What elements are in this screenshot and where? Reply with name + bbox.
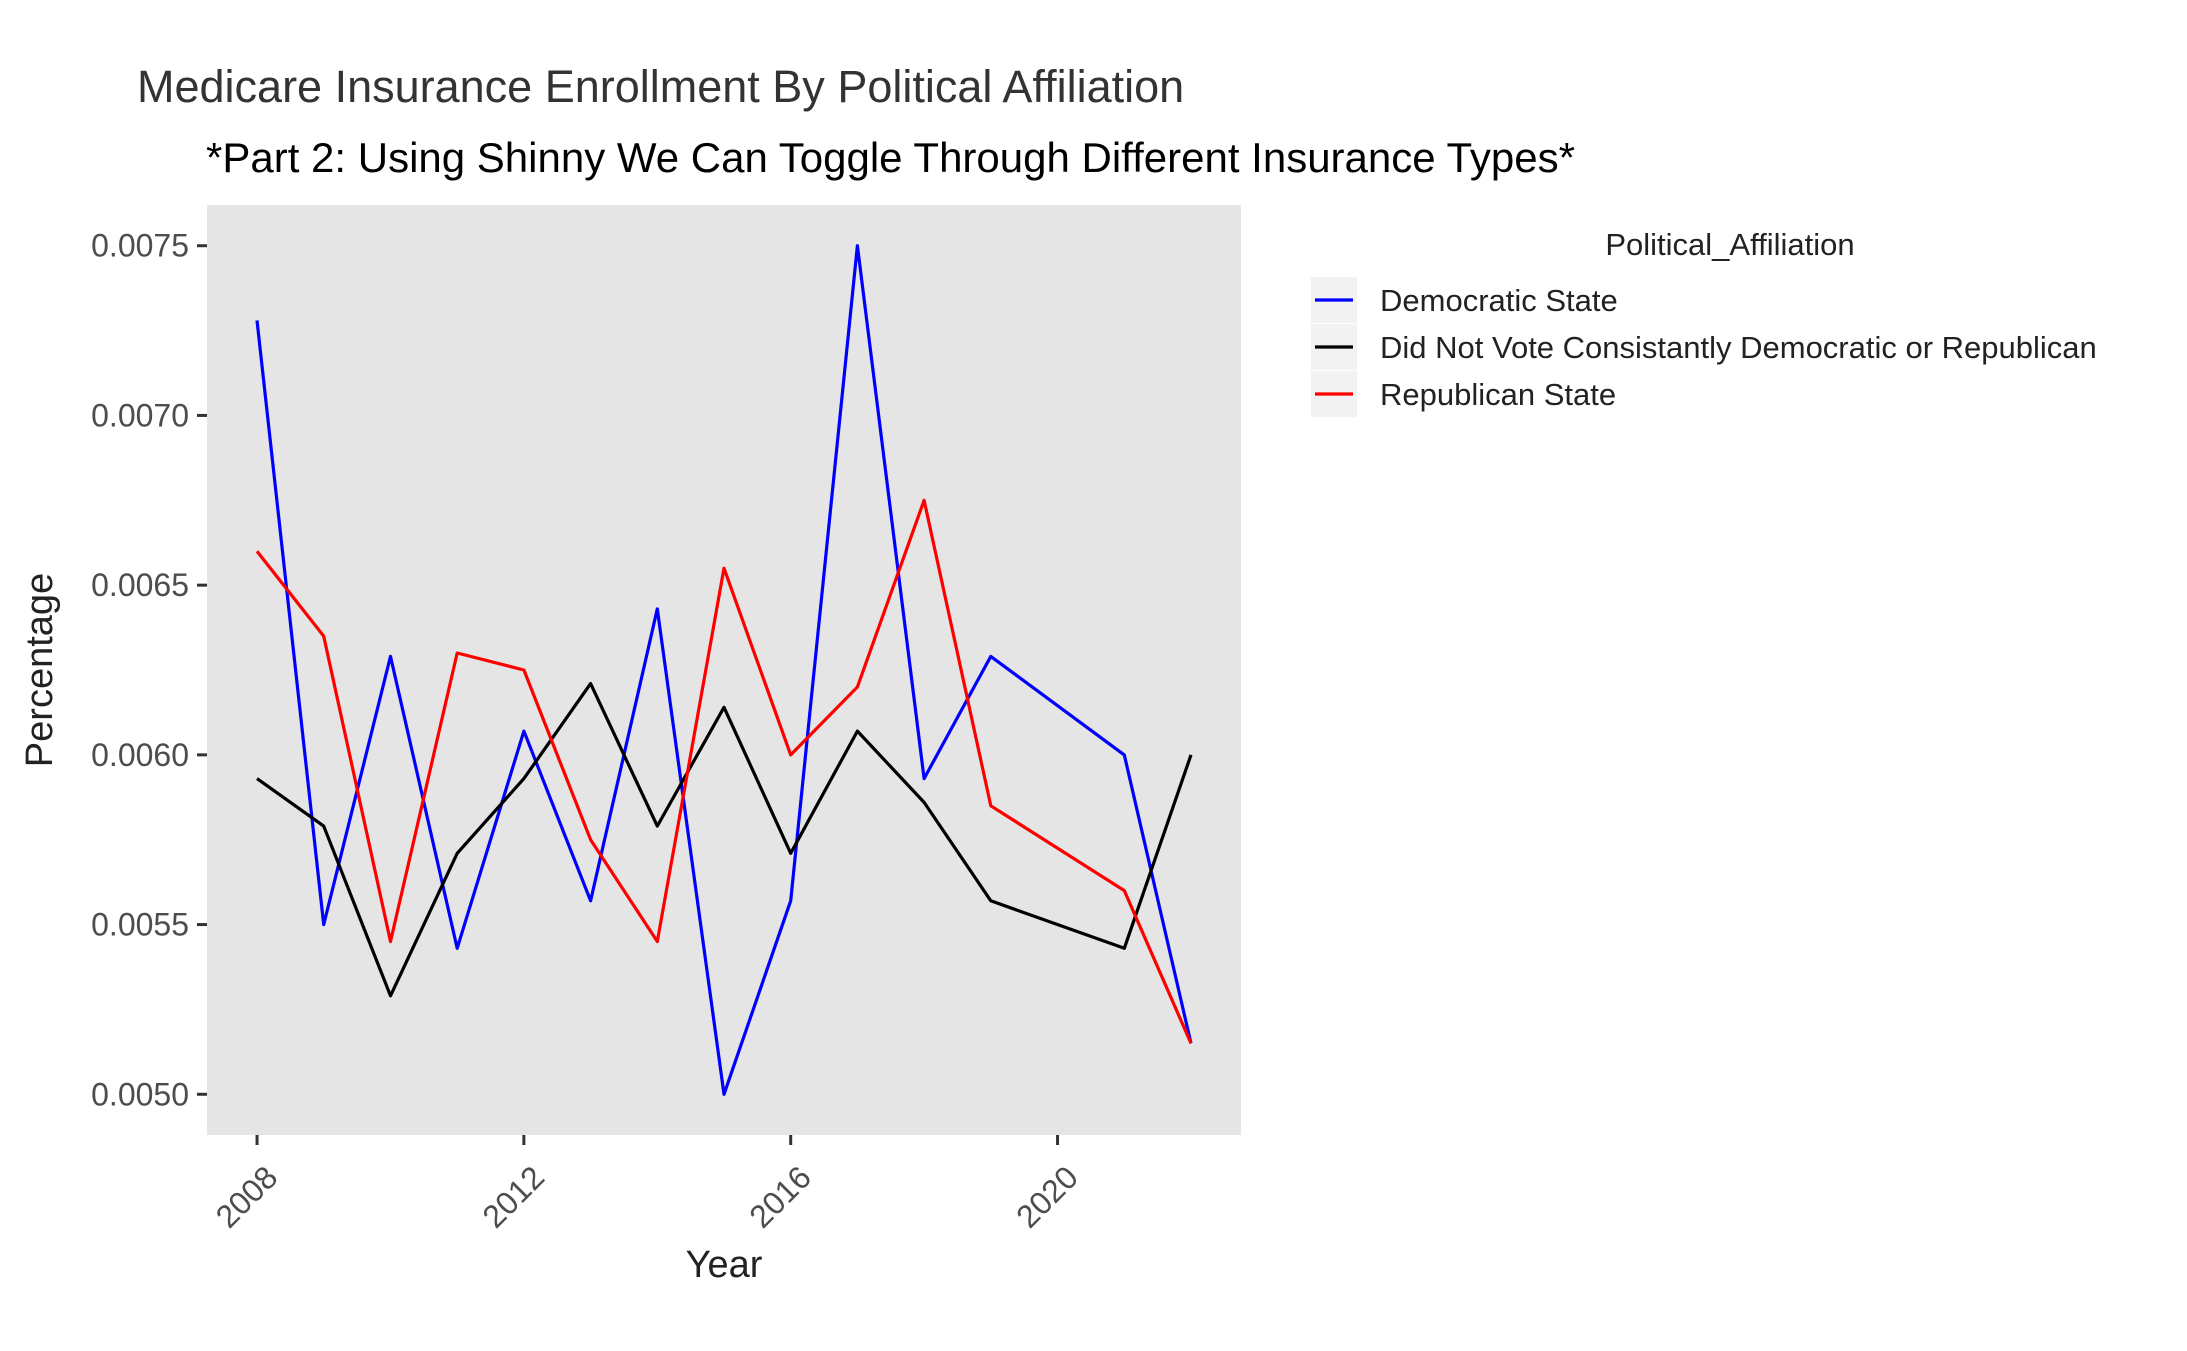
y-tick-label: 0.0055 <box>91 907 189 943</box>
chart-subtitle: *Part 2: Using Shinny We Can Toggle Thro… <box>206 134 1575 181</box>
y-tick-label: 0.0065 <box>91 567 189 603</box>
series-line-2 <box>255 498 1193 1045</box>
y-axis-label: Percentage <box>19 573 61 767</box>
legend-items: Democratic State Did Not Vote Consistantl… <box>1311 277 2097 417</box>
x-tick-label: 2016 <box>742 1159 818 1235</box>
legend-item: Democratic State <box>1311 277 1618 323</box>
series-line-0 <box>255 244 1193 1096</box>
x-axis: 2008 2012 2016 2020 <box>209 1135 1085 1235</box>
legend-label: Did Not Vote Consistantly Democratic or … <box>1380 330 2097 365</box>
y-tick-label: 0.0060 <box>91 737 189 773</box>
series-lines <box>255 244 1193 1096</box>
x-tick-label: 2020 <box>1009 1159 1085 1235</box>
series-line-1 <box>256 681 1193 998</box>
legend-label: Republican State <box>1380 377 1616 412</box>
x-tick-label: 2012 <box>475 1159 551 1235</box>
legend-item: Republican State <box>1311 371 1616 417</box>
plot-panel <box>207 205 1241 1135</box>
x-tick-label: 2008 <box>209 1159 285 1235</box>
legend-label: Democratic State <box>1380 283 1618 318</box>
x-axis-label: Year <box>686 1244 763 1286</box>
y-tick-label: 0.0075 <box>91 228 189 264</box>
y-axis: 0.0050 0.0055 0.0060 0.0065 0.0070 0.0075 <box>91 228 207 1112</box>
legend: Political_Affiliation Democratic State Di… <box>1311 227 2097 417</box>
y-tick-label: 0.0070 <box>91 397 189 433</box>
y-tick-label: 0.0050 <box>91 1076 189 1112</box>
legend-title: Political_Affiliation <box>1605 227 1854 262</box>
chart-title: Medicare Insurance Enrollment By Politic… <box>137 61 1184 112</box>
legend-item: Did Not Vote Consistantly Democratic or … <box>1311 324 2097 370</box>
